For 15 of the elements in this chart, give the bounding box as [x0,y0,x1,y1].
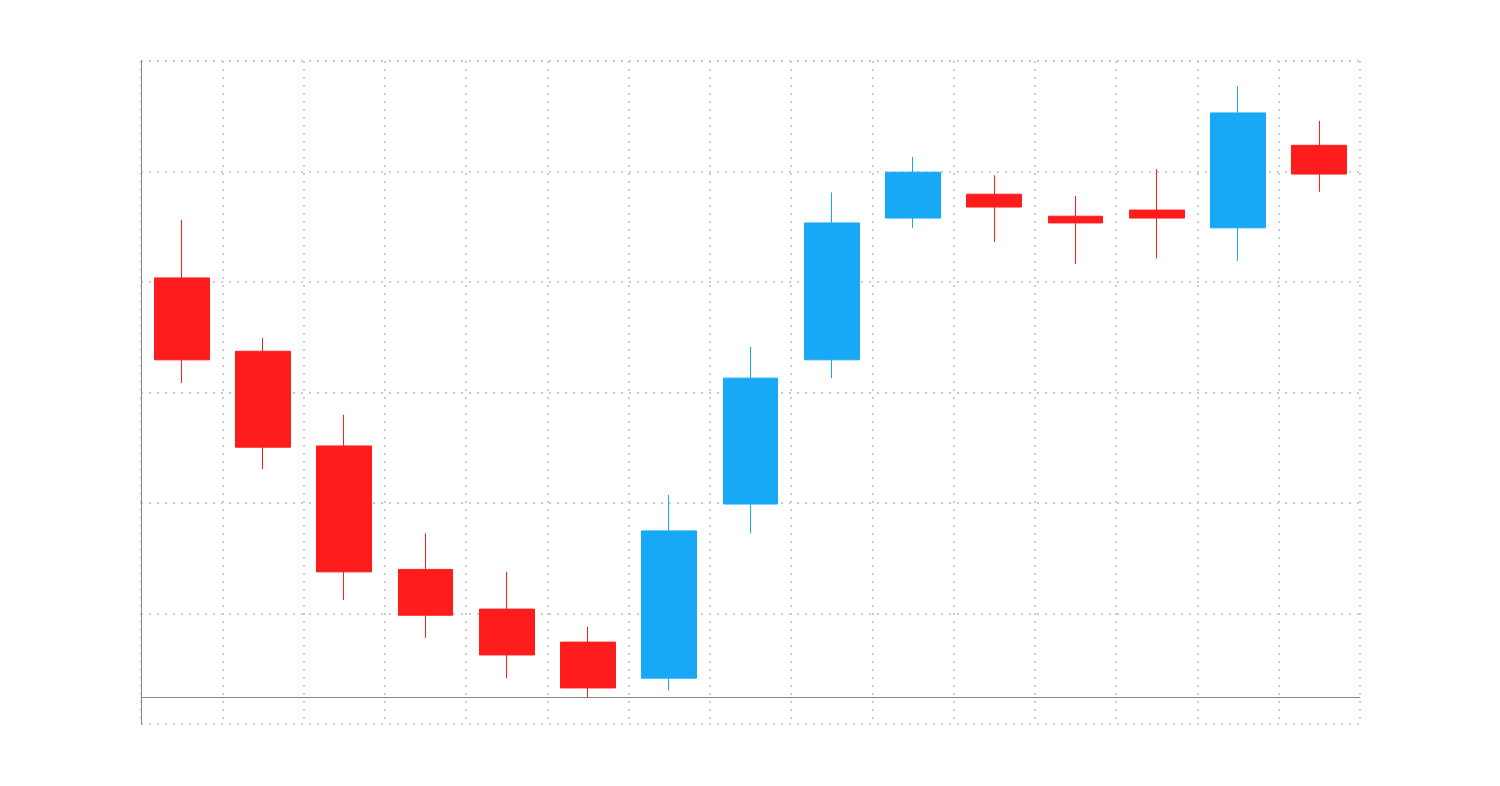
candlestick [723,346,778,534]
candlestick [885,156,941,229]
candlestick [1129,168,1185,259]
candlestick [1210,85,1266,262]
candlestick [804,191,860,379]
candlestick [398,532,453,639]
candlestick [316,414,372,601]
candlestick [560,626,616,698]
candlestick [966,174,1022,243]
candlestick [1048,195,1103,265]
candlestick [154,219,210,384]
candlestick [641,494,697,691]
candlestick [479,571,535,679]
candlestick [1291,120,1347,193]
candlestick [235,337,291,470]
